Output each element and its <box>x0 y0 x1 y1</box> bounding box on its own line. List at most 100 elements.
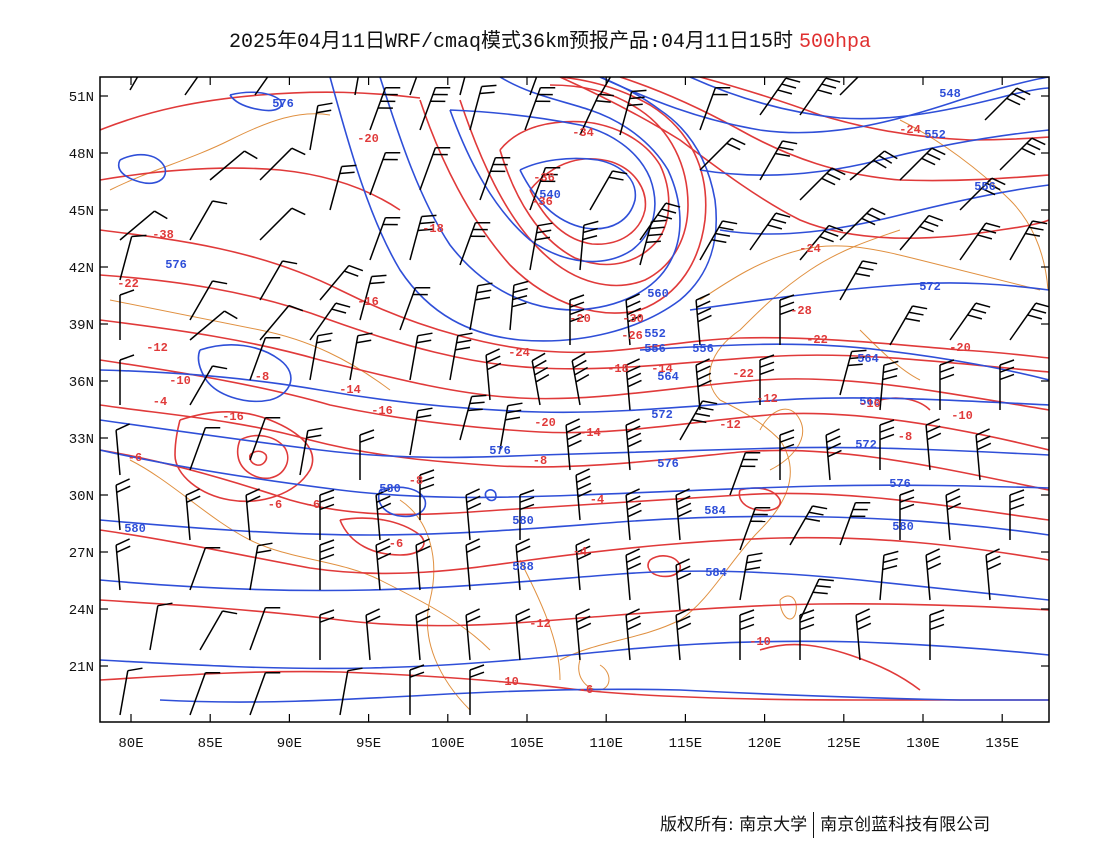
height-label: 584 <box>705 566 727 580</box>
height-label: 556 <box>644 342 666 356</box>
wind-barb <box>579 93 614 136</box>
temperature-label: -18 <box>422 222 444 236</box>
wind-barb <box>369 151 401 196</box>
wind-barb <box>319 539 335 590</box>
wind-barb <box>119 210 168 241</box>
wind-barb <box>515 538 531 591</box>
wind-barb <box>115 478 131 531</box>
wind-barb <box>759 354 775 405</box>
wind-barb <box>409 77 418 96</box>
wind-barb <box>415 608 431 661</box>
lat-label: 27N <box>69 546 94 562</box>
lon-label: 95E <box>356 736 381 752</box>
temperature-label: -8 <box>898 430 912 444</box>
height-label: 556 <box>974 180 996 194</box>
temperature-label: -20 <box>569 312 591 326</box>
height-label: 576 <box>657 457 679 471</box>
temperature-label: -30 <box>622 312 644 326</box>
wind-barb <box>509 280 529 331</box>
height-label: 584 <box>704 504 726 518</box>
temperature-label: -10 <box>169 374 191 388</box>
wind-barb <box>639 219 667 266</box>
wind-barb <box>119 289 135 340</box>
lat-label: 39N <box>69 318 94 334</box>
wind-barb <box>531 352 550 406</box>
wind-barb <box>249 416 281 461</box>
height-label: 564 <box>857 352 879 366</box>
wind-barb <box>254 77 269 96</box>
wind-barb <box>799 167 846 201</box>
wind-barb <box>399 286 431 331</box>
wind-barb <box>419 146 451 191</box>
wind-barb <box>899 214 944 251</box>
wind-barbs <box>115 77 1049 716</box>
lat-label: 21N <box>69 660 94 676</box>
temperature-label: -34 <box>572 126 594 140</box>
wind-barb <box>879 419 895 470</box>
wind-barb <box>625 293 642 346</box>
temperature-label: -24 <box>508 346 530 360</box>
height-label: 560 <box>647 287 669 301</box>
wind-barb <box>945 488 962 541</box>
wind-barb <box>365 608 381 661</box>
wind-barb <box>115 423 130 476</box>
height-label: 580 <box>892 520 914 534</box>
temperature-labels: -20 -34 -24 -36 -36 -38 -18 -24 -22 -16 -20 -30 -28 -… <box>117 123 973 697</box>
temperature-label: -4 <box>590 493 604 507</box>
wind-barb <box>469 84 497 131</box>
wind-barb <box>839 260 878 301</box>
wind-barb <box>419 86 451 131</box>
wind-barb <box>759 77 801 116</box>
lon-label: 120E <box>748 736 782 752</box>
temperature-label: -4 <box>573 545 587 559</box>
wind-barb <box>339 667 363 716</box>
wind-barb <box>739 552 763 601</box>
temperature-label: -38 <box>152 228 174 242</box>
height-label: 580 <box>379 482 401 496</box>
height-label: 540 <box>539 188 561 202</box>
copyright-label: 版权所有: <box>660 815 734 835</box>
temperature-label: -22 <box>732 367 754 381</box>
lat-label: 51N <box>69 90 94 106</box>
temperature-label: -14 <box>339 383 361 397</box>
wind-barb <box>309 302 351 341</box>
wind-barb <box>199 610 238 651</box>
title-text: 2025年04月11日WRF/cmaq模式36km预报产品:04月11日15时 <box>228 31 794 54</box>
lon-label: 115E <box>669 736 703 752</box>
map-title: 2025年04月11日WRF/cmaq模式36km预报产品:04月11日15时 5… <box>0 24 1100 54</box>
wind-barb <box>899 489 915 540</box>
wind-barb <box>985 548 1002 601</box>
temperature-label: -8 <box>409 474 423 488</box>
wind-barb <box>189 426 221 471</box>
wind-barb <box>309 332 333 381</box>
wind-barb <box>675 488 692 541</box>
temperature-label: -10 <box>497 675 519 689</box>
wind-barb <box>349 332 373 381</box>
wind-barb <box>409 332 433 381</box>
wind-barb <box>515 608 531 661</box>
wind-barb <box>189 280 228 321</box>
wind-barb <box>1009 302 1049 341</box>
temperature-label: -10 <box>951 409 973 423</box>
wind-barb <box>889 305 928 346</box>
height-label: 576 <box>165 258 187 272</box>
wind-barb <box>855 608 872 661</box>
temperature-label: -12 <box>756 392 778 406</box>
height-label: 552 <box>644 327 666 341</box>
wind-barb <box>879 550 899 601</box>
wind-barb <box>129 77 139 91</box>
temperature-label: -36 <box>531 195 553 209</box>
wind-barb <box>249 671 281 716</box>
wind-barb <box>209 150 258 181</box>
wind-barb <box>625 488 642 541</box>
wind-barb <box>779 429 795 480</box>
wind-barb <box>579 220 599 271</box>
temperature-label: -16 <box>371 404 393 418</box>
wind-barb <box>299 427 323 476</box>
wind-barb <box>839 77 860 96</box>
height-label: 564 <box>657 370 679 384</box>
lon-label: 105E <box>510 736 544 752</box>
lon-label: 80E <box>118 736 143 752</box>
wind-barb <box>759 140 798 181</box>
wind-barb <box>799 224 844 261</box>
